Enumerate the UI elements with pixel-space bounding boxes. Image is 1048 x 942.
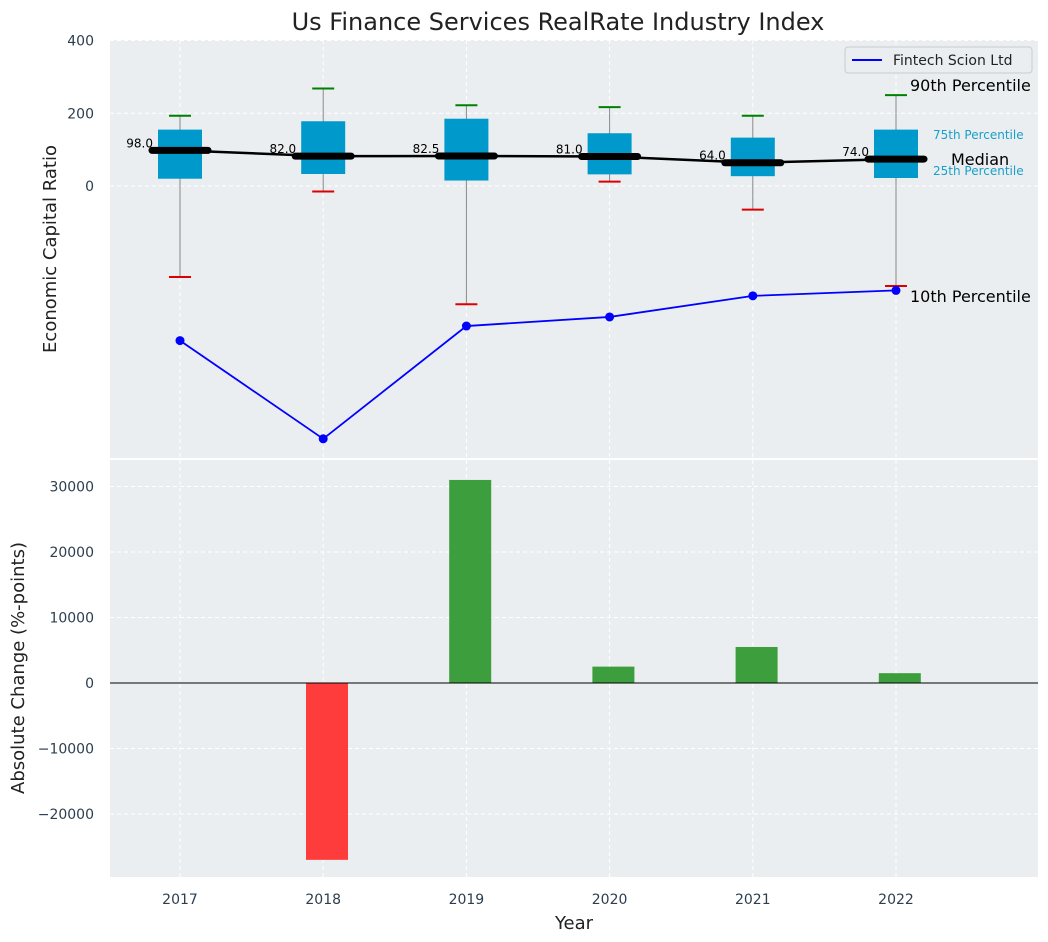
bottom-y-tick-label: 30000 xyxy=(49,480,94,496)
median-value-label: 81.0 xyxy=(556,143,583,157)
p25-annotation: 25th Percentile xyxy=(933,164,1024,178)
bar-2021 xyxy=(735,646,778,683)
bottom-y-tick-label: 20000 xyxy=(49,545,94,561)
x-tick-label: 2018 xyxy=(305,892,341,908)
legend-box xyxy=(844,46,1033,74)
fintech-point xyxy=(748,291,758,301)
median-trend xyxy=(179,149,926,164)
median-value-label: 82.5 xyxy=(413,142,440,156)
p75-annotation: 75th Percentile xyxy=(933,128,1024,142)
top-y-tick-label: 200 xyxy=(67,106,94,122)
fintech-point xyxy=(605,312,615,322)
bottom-y-tick-label: 10000 xyxy=(49,611,94,627)
x-tick-label: 2017 xyxy=(162,892,198,908)
bottom-y-tick-label: −10000 xyxy=(38,742,94,758)
x-ticks: 2017 2018 2019 2020 2021 2022 xyxy=(162,892,914,908)
bottom-y-tick-label: −20000 xyxy=(38,807,94,823)
box-body xyxy=(444,118,489,181)
bar-2018 xyxy=(306,683,348,860)
box-body xyxy=(874,129,918,178)
box-body xyxy=(301,121,346,174)
median-annotation: Median xyxy=(951,150,1009,169)
bar-2019 xyxy=(449,479,492,683)
median-line xyxy=(179,149,926,164)
top-grid xyxy=(110,40,1038,458)
legend: Fintech Scion Ltd xyxy=(844,46,1033,74)
legend-label: Fintech Scion Ltd xyxy=(893,53,1012,69)
median-value-label: 98.0 xyxy=(126,136,153,150)
top-plot-area xyxy=(110,40,1038,458)
x-tick-label: 2020 xyxy=(592,892,628,908)
top-y-tick-label: 0 xyxy=(85,179,94,195)
fintech-point xyxy=(461,321,471,331)
chart-title: Us Finance Services RealRate Industry In… xyxy=(292,8,825,36)
median-value-label: 74.0 xyxy=(842,145,869,159)
change-bars xyxy=(306,479,921,860)
fintech-point xyxy=(318,434,328,444)
fintech-point xyxy=(175,336,185,346)
median-value-label: 82.0 xyxy=(269,142,296,156)
bar-2022 xyxy=(878,673,921,683)
x-tick-label: 2022 xyxy=(878,892,914,908)
top-y-axis-label: Economic Capital Ratio xyxy=(40,145,61,353)
fintech-series xyxy=(175,285,901,444)
bar-2020 xyxy=(592,666,635,683)
bottom-y-tick-label: 0 xyxy=(85,676,94,692)
fintech-point xyxy=(891,285,901,295)
x-axis-label: Year xyxy=(554,913,594,934)
x-tick-label: 2021 xyxy=(735,892,771,908)
box-2017: 98.0 xyxy=(126,114,212,278)
x-tick-label: 2019 xyxy=(449,892,485,908)
box-body xyxy=(158,129,202,179)
bottom-plot-area xyxy=(110,460,1038,877)
p90-annotation: 90th Percentile xyxy=(910,76,1031,95)
median-value-label: 64.0 xyxy=(699,149,726,163)
box-body xyxy=(730,137,775,177)
p10-annotation: 10th Percentile xyxy=(910,287,1031,306)
top-y-ticks: 0 200 400 xyxy=(67,34,94,196)
box-2019: 82.5 xyxy=(413,104,498,306)
fintech-line xyxy=(179,289,897,440)
bottom-y-ticks: −20000 −10000 0 10000 20000 30000 xyxy=(38,480,94,824)
top-y-tick-label: 400 xyxy=(67,34,94,50)
box-plots: 98.0 82.0 82.5 81.0 64.0 74.0 xyxy=(126,87,928,306)
bottom-y-axis-label: Absolute Change (%-points) xyxy=(8,542,29,794)
